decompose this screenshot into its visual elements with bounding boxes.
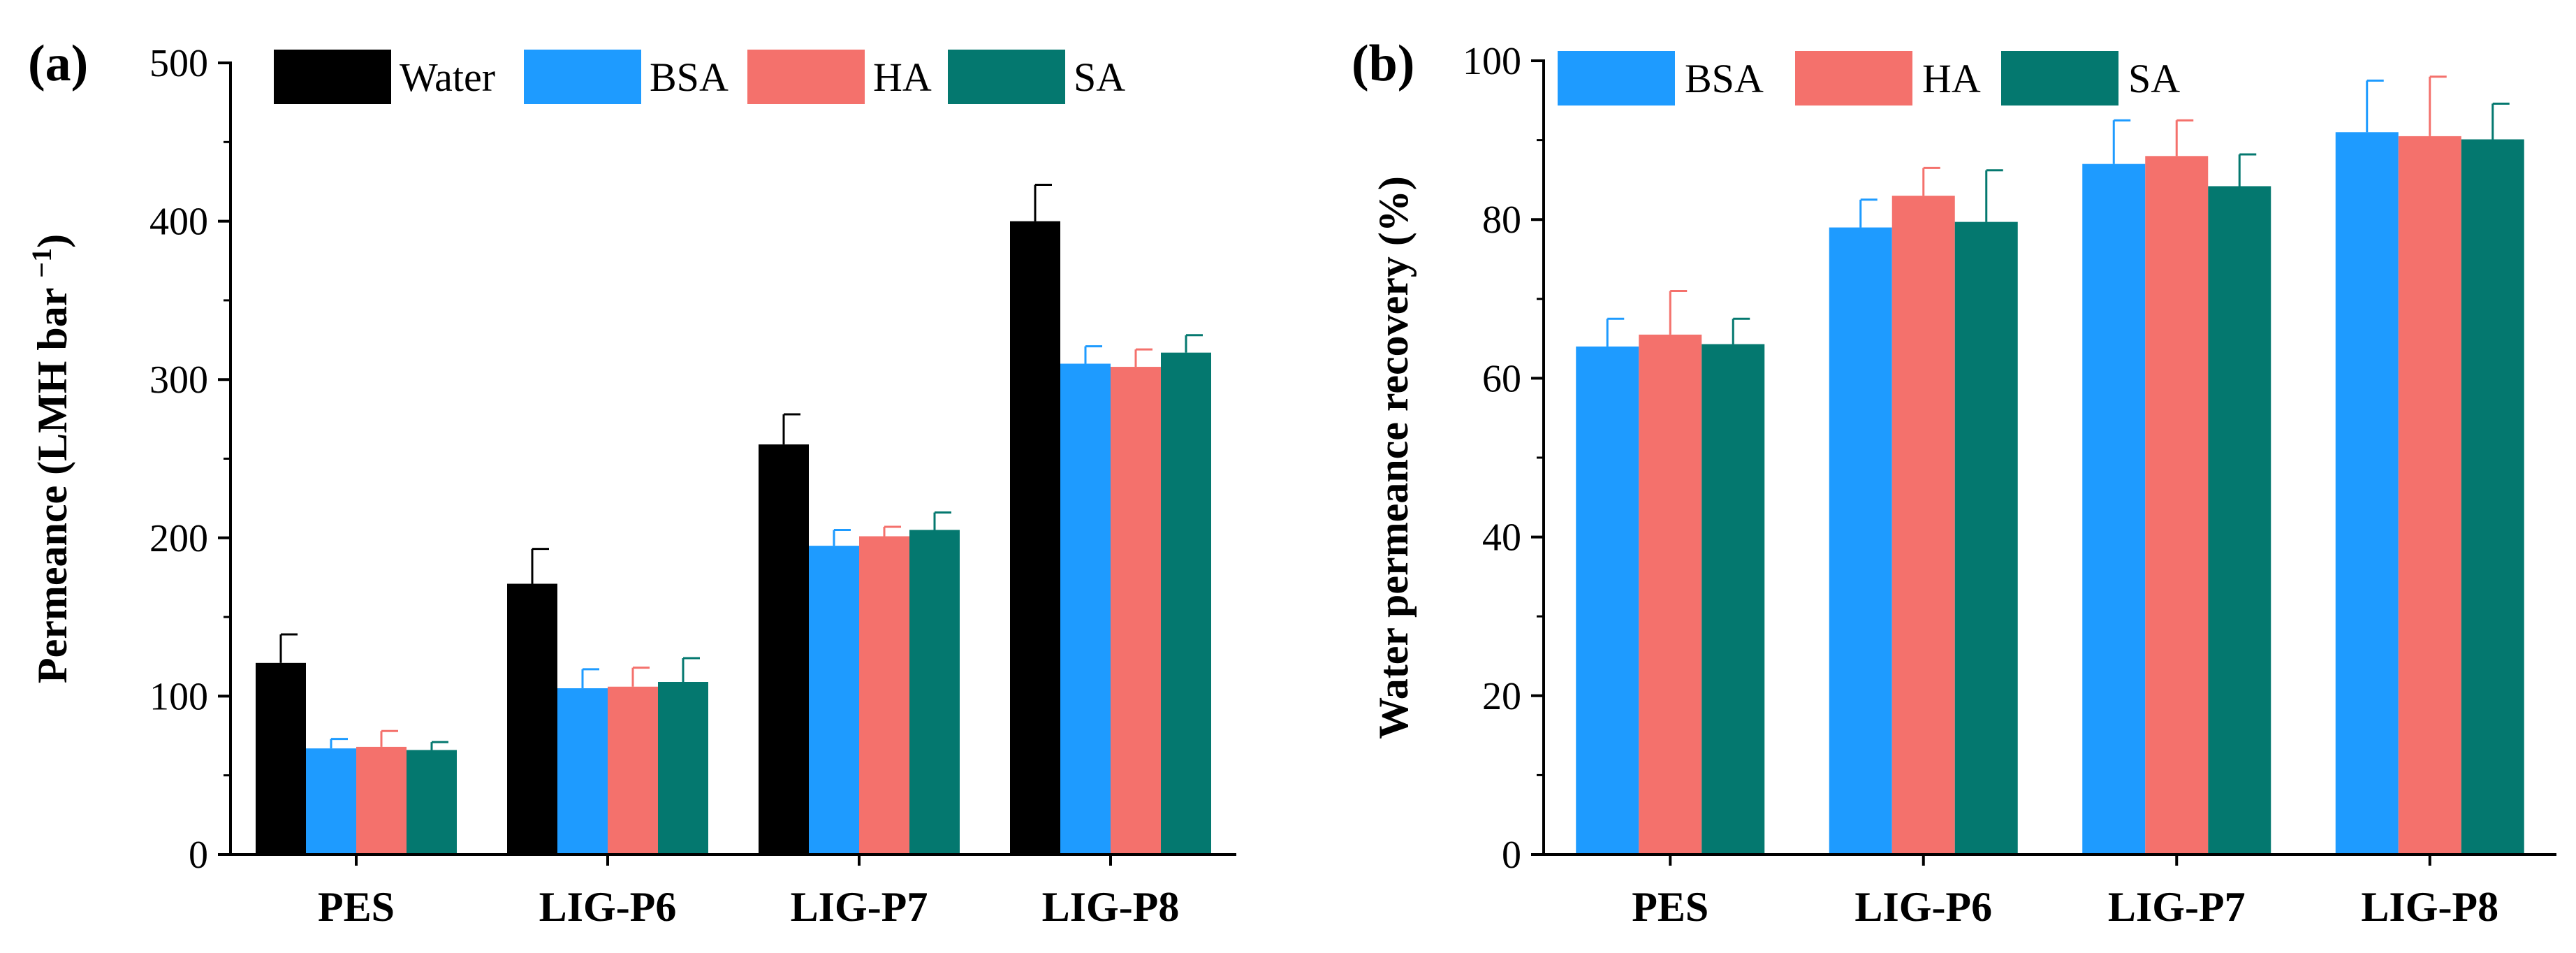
bar-sa-lig-p7 [909, 530, 960, 854]
bar-water-lig-p8 [1010, 221, 1060, 855]
bar-ha-pes [1639, 334, 1702, 854]
bar-sa-lig-p8 [2461, 139, 2524, 855]
legend-label-ha: HA [1922, 56, 1981, 101]
x-tick-label: LIG-P7 [2108, 884, 2246, 930]
bar-ha-lig-p6 [608, 686, 658, 854]
x-tick-label: LIG-P8 [1042, 884, 1180, 930]
y-tick-label: 0 [1502, 834, 1521, 877]
bar-water-lig-p7 [759, 444, 809, 854]
bar-bsa-pes [1576, 346, 1639, 855]
legend-label-water: Water [400, 54, 495, 100]
chart-panel-a: PES LIG-P6 LIG-P7 LIG-P8 0 100 200 300 400 500 Per… [26, 35, 1236, 930]
bar-ha-lig-p8 [2398, 136, 2461, 854]
bar-bsa-lig-p6 [1829, 227, 1892, 854]
y-axis-title: Permeance (LMH bar −1) [26, 234, 75, 683]
legend: Water BSA HA SA [274, 50, 1125, 104]
legend-label-sa: SA [1074, 54, 1125, 100]
bar-sa-pes [1702, 344, 1765, 854]
y-tick-label: 200 [149, 517, 208, 560]
bar-bsa-lig-p8 [1060, 363, 1111, 854]
y-tick-label: 400 [149, 201, 208, 244]
legend-swatch-bsa [524, 50, 641, 104]
bar-sa-lig-p7 [2208, 186, 2271, 854]
panel-label: (a) [28, 35, 88, 92]
y-tick-label: 40 [1482, 516, 1521, 560]
bar-ha-lig-p7 [859, 536, 909, 854]
panel-label: (b) [1352, 35, 1414, 92]
x-tick-label: LIG-P6 [1854, 884, 1992, 930]
x-tick-label: PES [318, 884, 395, 930]
legend-label-bsa: BSA [1685, 56, 1764, 101]
x-tick-label: LIG-P6 [539, 884, 677, 930]
bar-bsa-lig-p7 [2082, 163, 2146, 854]
bar-water-pes [256, 662, 306, 854]
y-tick-label: 100 [1463, 40, 1521, 83]
legend-swatch-sa [2001, 51, 2118, 106]
legend: BSA HA SA [1558, 51, 2180, 106]
bar-sa-lig-p6 [1954, 221, 2018, 854]
y-tick-label: 0 [189, 834, 208, 877]
bar-ha-lig-p7 [2145, 156, 2209, 854]
y-tick-label: 80 [1482, 198, 1521, 242]
bar-ha-lig-p6 [1891, 196, 1955, 854]
y-tick-label: 500 [149, 42, 208, 85]
bar-sa-lig-p6 [658, 682, 708, 854]
y-tick-label: 100 [149, 675, 208, 718]
bar-ha-pes [356, 746, 407, 854]
bar-bsa-lig-p8 [2335, 132, 2399, 855]
bar-water-lig-p6 [507, 583, 557, 854]
bar-bsa-lig-p7 [809, 546, 859, 854]
y-axis-title: Water permeance recovery (%) [1370, 176, 1417, 739]
legend-swatch-ha [747, 50, 865, 104]
y-tick-label: 20 [1482, 675, 1521, 718]
x-tick-label: PES [1632, 884, 1708, 930]
y-tick-label: 300 [149, 358, 208, 402]
legend-swatch-water [274, 50, 391, 104]
legend-label-bsa: BSA [650, 54, 729, 100]
chart-panel-b: PES LIG-P6 LIG-P7 LIG-P8 0 20 40 60 80 100 Water p… [1352, 35, 2556, 930]
x-tick-label: LIG-P8 [2361, 884, 2498, 930]
legend-swatch-sa [948, 50, 1065, 104]
legend-label-sa: SA [2128, 56, 2180, 101]
y-tick-label: 60 [1482, 357, 1521, 400]
bar-ha-lig-p8 [1111, 367, 1161, 854]
legend-swatch-ha [1795, 51, 1912, 106]
bar-bsa-pes [306, 748, 356, 854]
legend-label-ha: HA [873, 54, 932, 100]
bar-sa-pes [407, 750, 457, 854]
bar-sa-lig-p8 [1161, 352, 1211, 855]
x-tick-label: LIG-P7 [791, 884, 928, 930]
legend-swatch-bsa [1558, 51, 1675, 106]
bar-bsa-lig-p6 [557, 688, 608, 854]
